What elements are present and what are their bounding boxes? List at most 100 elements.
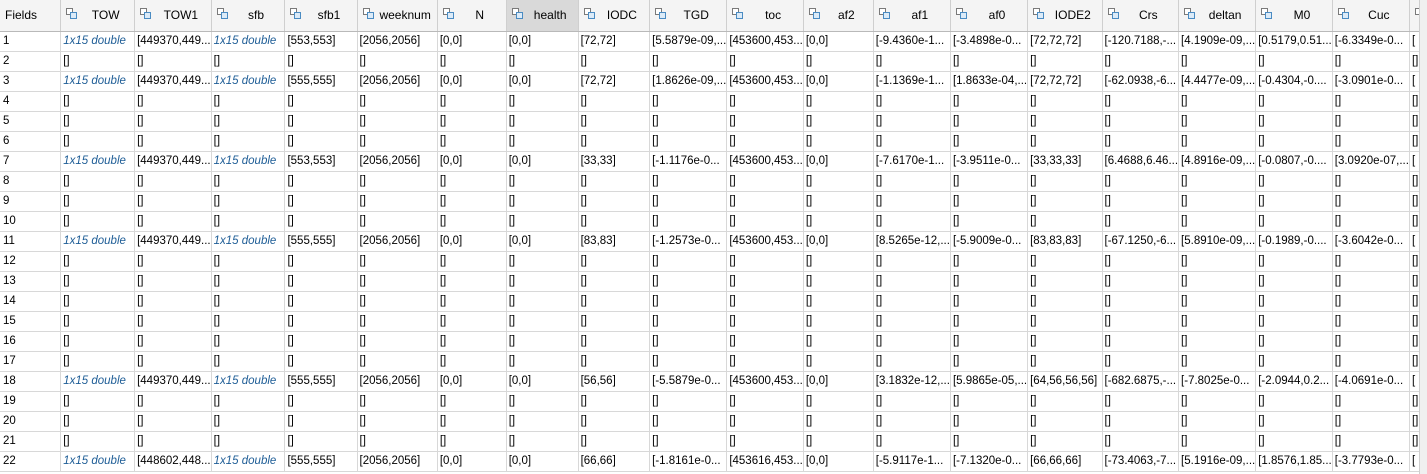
table-cell[interactable]: [] [873, 171, 951, 192]
table-cell[interactable]: [] [1027, 131, 1103, 152]
table-cell[interactable]: [] [60, 51, 136, 72]
table-cell[interactable]: [] [649, 311, 728, 332]
row-number[interactable]: 14 [0, 291, 62, 312]
column-header-n[interactable]: N [437, 0, 507, 32]
table-cell[interactable]: [5.1916e-09,... [1178, 451, 1257, 472]
table-cell[interactable]: [] [60, 431, 136, 452]
table-cell[interactable]: [] [1255, 331, 1333, 352]
table-cell[interactable]: [] [1178, 431, 1257, 452]
table-cell[interactable]: [] [726, 331, 804, 352]
table-cell[interactable]: [] [284, 411, 358, 432]
table-cell[interactable]: [] [726, 91, 804, 112]
table-cell[interactable]: 1x15 double [60, 231, 136, 252]
table-cell[interactable]: [] [649, 271, 728, 292]
table-cell[interactable]: [] [60, 271, 136, 292]
table-cell[interactable]: [] [1255, 91, 1333, 112]
table-cell[interactable]: [] [649, 91, 728, 112]
table-cell[interactable]: [] [437, 131, 507, 152]
table-cell[interactable]: [] [1102, 251, 1180, 272]
table-cell[interactable]: [] [506, 411, 579, 432]
table-cell[interactable]: [] [357, 251, 438, 272]
table-cell[interactable]: [] [437, 171, 507, 192]
table-cell[interactable]: [] [1027, 351, 1103, 372]
table-cell[interactable]: [] [284, 271, 358, 292]
table-cell[interactable]: [] [950, 331, 1029, 352]
table-cell[interactable]: [5.5879e-09,... [649, 31, 728, 52]
table-cell[interactable]: [] [60, 131, 136, 152]
table-cell[interactable]: [] [60, 331, 136, 352]
table-cell[interactable]: [449370,449... [134, 71, 212, 92]
table-cell[interactable]: [4.8916e-09,... [1178, 151, 1257, 172]
table-cell[interactable]: [] [649, 351, 728, 372]
table-cell[interactable]: [] [357, 51, 438, 72]
table-cell[interactable]: [] [578, 51, 651, 72]
table-cell[interactable]: [] [873, 251, 951, 272]
table-cell[interactable]: [] [803, 331, 874, 352]
table-cell[interactable]: [] [873, 431, 951, 452]
table-cell[interactable]: [-3.6042e-0... [1332, 231, 1410, 252]
row-number[interactable]: 8 [0, 171, 62, 192]
table-cell[interactable]: [] [578, 311, 651, 332]
row-number[interactable]: 13 [0, 271, 62, 292]
table-cell[interactable]: [] [60, 311, 136, 332]
table-cell[interactable]: [] [1102, 211, 1180, 232]
table-cell[interactable]: [] [578, 191, 651, 212]
table-cell[interactable]: 1x15 double [211, 451, 286, 472]
table-cell[interactable]: [] [578, 211, 651, 232]
table-cell[interactable]: [-1.1369e-1... [873, 71, 951, 92]
table-cell[interactable]: [] [60, 351, 136, 372]
table-cell[interactable]: [] [1332, 271, 1410, 292]
table-cell[interactable]: [] [1332, 331, 1410, 352]
table-cell[interactable]: [] [1332, 311, 1410, 332]
table-cell[interactable]: [0,0] [506, 31, 579, 52]
table-cell[interactable]: [72,72] [578, 31, 651, 52]
table-cell[interactable]: [] [1332, 131, 1410, 152]
table-cell[interactable]: [555,555] [284, 451, 358, 472]
table-cell[interactable]: [] [726, 391, 804, 412]
table-cell[interactable]: [] [803, 351, 874, 372]
table-cell[interactable]: [] [726, 311, 804, 332]
column-header-health[interactable]: health [506, 0, 579, 32]
table-cell[interactable]: [] [1027, 431, 1103, 452]
table-cell[interactable]: [] [134, 411, 212, 432]
table-cell[interactable]: [-1.2573e-0... [649, 231, 728, 252]
column-header-m0[interactable]: M0 [1255, 0, 1333, 32]
table-cell[interactable]: [553,553] [284, 31, 358, 52]
table-cell[interactable]: [] [284, 431, 358, 452]
table-cell[interactable]: [] [357, 311, 438, 332]
table-cell[interactable]: [] [1332, 291, 1410, 312]
table-cell[interactable]: [-62.0938,-6... [1102, 71, 1180, 92]
table-cell[interactable]: [] [1027, 331, 1103, 352]
table-cell[interactable]: [] [873, 131, 951, 152]
table-cell[interactable]: [] [357, 431, 438, 452]
table-cell[interactable]: [] [134, 131, 212, 152]
table-cell[interactable]: 1x15 double [60, 31, 136, 52]
table-cell[interactable]: [] [950, 51, 1029, 72]
table-cell[interactable]: [] [1332, 391, 1410, 412]
table-cell[interactable]: [] [1178, 271, 1257, 292]
table-cell[interactable]: [] [1027, 411, 1103, 432]
table-cell[interactable]: [] [649, 391, 728, 412]
table-cell[interactable]: [] [357, 111, 438, 132]
column-header-weeknum[interactable]: weeknum [357, 0, 438, 32]
table-cell[interactable]: [] [134, 171, 212, 192]
table-cell[interactable]: [] [211, 291, 286, 312]
table-cell[interactable]: [] [803, 391, 874, 412]
table-cell[interactable]: [] [803, 271, 874, 292]
row-number[interactable]: 21 [0, 431, 62, 452]
table-cell[interactable]: [] [1332, 111, 1410, 132]
column-header-deltan[interactable]: deltan [1178, 0, 1257, 32]
table-cell[interactable]: [] [803, 171, 874, 192]
table-cell[interactable]: [449370,449... [134, 151, 212, 172]
table-cell[interactable]: [] [357, 391, 438, 412]
table-cell[interactable]: [449370,449... [134, 371, 212, 392]
table-cell[interactable]: 1x15 double [211, 151, 286, 172]
table-cell[interactable]: [] [726, 431, 804, 452]
table-cell[interactable]: [] [803, 411, 874, 432]
table-cell[interactable]: [0,0] [803, 231, 874, 252]
table-cell[interactable]: [] [437, 331, 507, 352]
row-number[interactable]: 17 [0, 351, 62, 372]
table-cell[interactable]: [] [357, 171, 438, 192]
table-cell[interactable]: [-3.9511e-0... [950, 151, 1029, 172]
table-cell[interactable]: [] [60, 211, 136, 232]
